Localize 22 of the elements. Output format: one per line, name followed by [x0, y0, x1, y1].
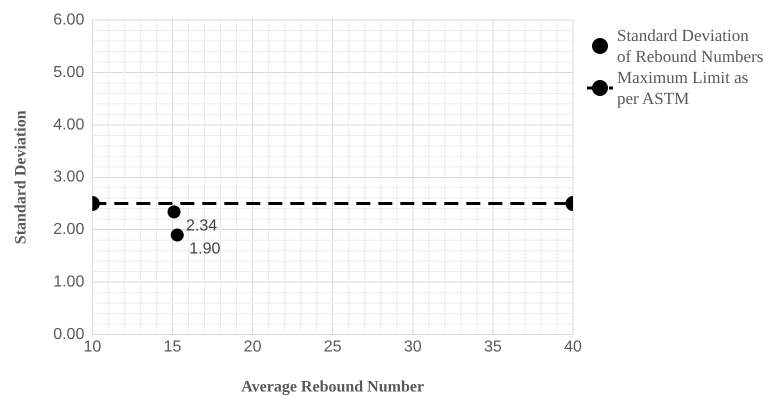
x-tick-label: 25 [324, 338, 342, 356]
x-tick-label: 20 [244, 338, 262, 356]
y-tick-label: 2.00 [53, 221, 84, 238]
y-tick-label: 3.00 [53, 168, 84, 186]
point [170, 228, 184, 242]
x-tick-label: 35 [484, 338, 502, 356]
y-axis-title: Standard Deviation [12, 110, 30, 244]
x-tick-label: 15 [164, 338, 182, 356]
y-tick-label: 1.00 [53, 274, 84, 291]
data-label: 2.34 [186, 217, 218, 234]
x-tick-label: 40 [564, 338, 582, 356]
x-tick-label: 30 [404, 338, 422, 356]
legend-label: Maximum Limit as per ASTM [617, 68, 748, 108]
y-tick-label: 5.00 [53, 64, 84, 81]
y-tick-label: 0.00 [53, 326, 84, 344]
legend-label: Standard Deviation of Rebound Numbers [617, 26, 764, 66]
y-tick-label: 6.00 [53, 11, 84, 28]
data-label: 1.90 [189, 240, 220, 258]
point [168, 205, 181, 218]
y-tick-label: 4.00 [53, 116, 84, 134]
x-tick-label: 10 [83, 338, 102, 356]
x-axis-title: Average Rebound Number [241, 378, 424, 396]
